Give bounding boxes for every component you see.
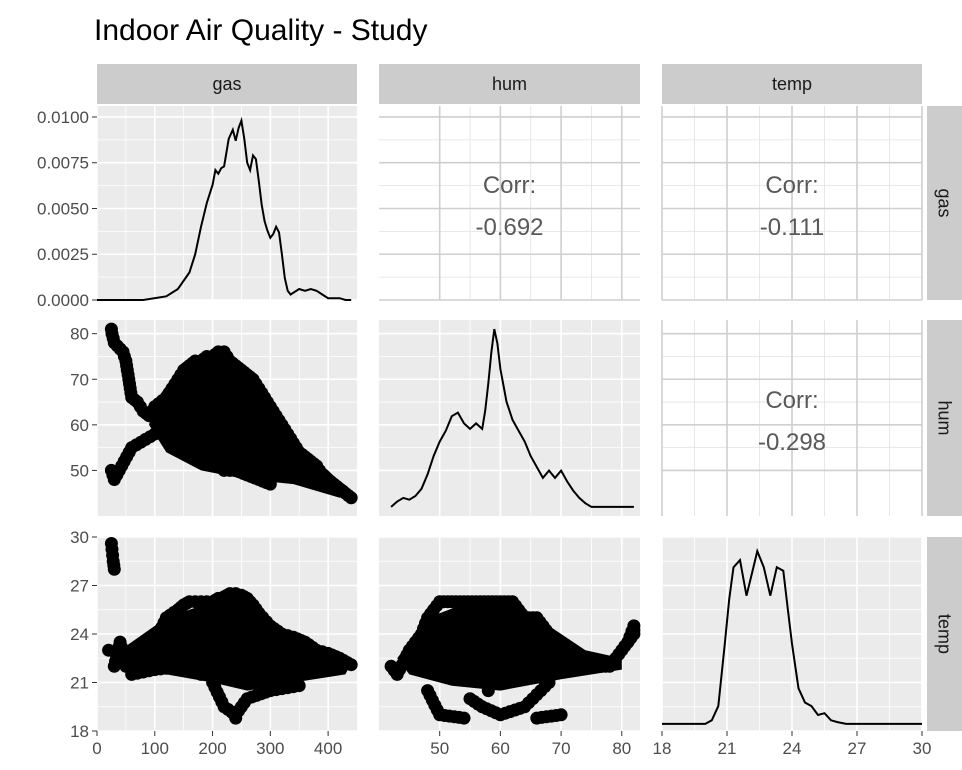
scatter-point: [489, 706, 503, 720]
x-tick-label: 30: [913, 739, 932, 758]
corr-value: -0.111: [760, 214, 825, 241]
scatter-point: [220, 588, 234, 602]
x-tick-label: 24: [783, 739, 802, 758]
scatter-point: [260, 476, 273, 490]
chart-title: Indoor Air Quality - Study: [94, 14, 428, 47]
strip-top-label-hum: hum: [492, 74, 527, 94]
x-tick-label: 70: [552, 739, 571, 758]
scatter-point: [106, 548, 120, 562]
strip-right-temp: [927, 537, 962, 731]
scatter-point: [208, 593, 222, 607]
y-tick-label: 50: [70, 461, 89, 480]
chart-root: gas hum temp gas hum temp 0.0000 0.0025 0.0050 0.…: [37, 64, 962, 758]
strip-top-temp: [662, 64, 922, 104]
strip-top-gas: [97, 64, 357, 104]
y-tick-label: 0.0025: [37, 245, 89, 264]
strip-right-label-hum: hum: [935, 400, 955, 435]
scatter-point: [223, 463, 237, 477]
x-tick-label: 80: [612, 739, 631, 758]
y-tick-label: 70: [70, 370, 89, 389]
scatter-point: [286, 680, 300, 694]
panel-0-0: [97, 106, 357, 300]
scatter-point: [623, 630, 637, 644]
scatter-point: [197, 352, 211, 366]
x-tick-label: 60: [491, 739, 510, 758]
x-tick-label: 50: [430, 739, 449, 758]
scatter-point: [185, 356, 199, 370]
corr-value: -0.298: [758, 429, 826, 456]
y-tick-label: 80: [70, 325, 89, 344]
y-tick-label: 0.0050: [37, 199, 89, 218]
y-tick-label: 30: [70, 528, 89, 547]
panel-1-1: [379, 320, 640, 516]
x-tick-label: 27: [848, 739, 867, 758]
x-tick-label: 400: [314, 739, 342, 758]
y-tick-label: 60: [70, 416, 89, 435]
strip-top-label-temp: temp: [772, 74, 812, 94]
x-tick-label: 0: [92, 739, 101, 758]
scatter-point: [286, 467, 300, 480]
scatter-cloud-gas-hum: [149, 356, 352, 498]
y-tick-label: 0.0075: [37, 154, 89, 173]
corr-label: Corr:: [765, 172, 818, 199]
x-tick-label: 21: [718, 739, 737, 758]
strip-right-label-gas: gas: [935, 188, 955, 217]
scatter-point: [271, 624, 285, 638]
y-tick-label: 27: [70, 577, 89, 596]
scatter-point: [538, 680, 552, 693]
scatter-point: [452, 710, 466, 724]
y-tick-label: 24: [70, 625, 89, 644]
scatter-point: [340, 656, 354, 670]
x-tick-label: 300: [256, 739, 284, 758]
scatter-point: [270, 461, 284, 475]
x-tick-label: 18: [653, 739, 672, 758]
scatter-point: [259, 685, 273, 699]
strip-right-label-temp: temp: [935, 614, 955, 654]
corr-label: Corr:: [483, 172, 536, 199]
panel-0-1: [379, 106, 640, 300]
strip-right-hum: [927, 320, 962, 516]
strip-right-gas: [927, 106, 962, 300]
strip-top-hum: [379, 64, 640, 104]
y-tick-label: 0.0100: [37, 108, 89, 127]
y-tick-label: 0.0000: [37, 291, 89, 310]
corr-label: Corr:: [765, 387, 818, 414]
scatter-point: [130, 666, 144, 680]
scatter-point: [188, 595, 202, 609]
scatter-point: [208, 347, 222, 361]
density-curve-gas: [97, 116, 352, 301]
y-tick-label: 18: [70, 722, 89, 741]
y-tick-label: 21: [70, 674, 89, 693]
x-tick-label: 100: [141, 739, 169, 758]
scatter-cloud-hum-temp: [397, 601, 622, 691]
scatter-point: [154, 662, 168, 676]
scatter-point: [238, 443, 252, 457]
strip-top-label-gas: gas: [212, 74, 241, 94]
corr-value: -0.692: [475, 214, 543, 241]
scatter-point: [549, 709, 563, 722]
scatter-point: [341, 489, 355, 502]
x-tick-label: 200: [198, 739, 226, 758]
density-curve-temp: [662, 547, 922, 725]
scatter-point: [184, 411, 198, 424]
scatter-point: [218, 433, 232, 447]
scatter-point: [181, 661, 195, 675]
scatter-point: [107, 558, 121, 572]
density-curve-hum: [390, 328, 634, 508]
scatter-point: [481, 684, 495, 698]
